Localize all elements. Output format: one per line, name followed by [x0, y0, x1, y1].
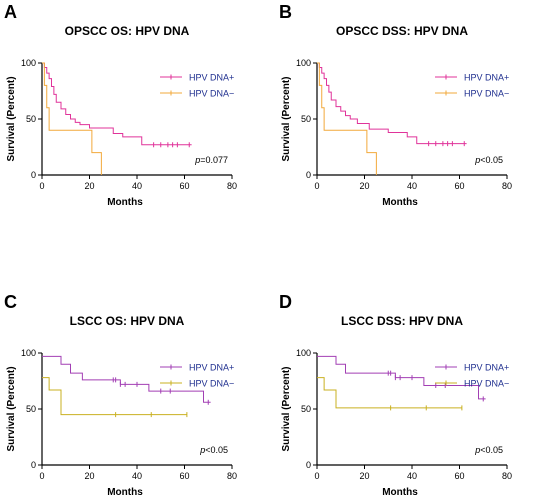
p-value-annotation: p<0.05: [474, 155, 503, 165]
panel-letter: B: [279, 2, 292, 22]
panel-b: B OPSCC DSS: HPV DNA 0 20 40 60 80 0 50 100 Months…: [279, 2, 512, 208]
x-tick-label: 60: [454, 471, 464, 481]
y-tick-label: 0: [306, 460, 311, 470]
series-hpv-positive: HPV DNA+: [42, 355, 234, 405]
y-tick-label: 100: [296, 348, 311, 358]
x-tick-label: 20: [359, 181, 369, 191]
y-tick-label: 100: [21, 348, 36, 358]
legend-label: HPV DNA−: [464, 89, 509, 99]
survival-curve: [42, 377, 187, 416]
x-tick-label: 40: [132, 181, 142, 191]
legend-label: HPV DNA+: [189, 73, 234, 83]
x-axis-label: Months: [382, 197, 418, 208]
panel-d: D LSCC DSS: HPV DNA 0 20 40 60 80 0 50 100 Months S…: [279, 292, 512, 498]
series-hpv-negative: HPV DNA−: [42, 377, 234, 418]
x-tick-label: 20: [84, 181, 94, 191]
x-tick-label: 80: [227, 181, 237, 191]
legend-label: HPV DNA+: [464, 363, 509, 373]
p-value-annotation: p<0.05: [199, 445, 228, 455]
legend-label: HPV DNA−: [189, 379, 234, 389]
series-hpv-positive: HPV DNA+: [317, 355, 509, 402]
survival-curve: [42, 62, 192, 146]
y-tick-label: 0: [31, 460, 36, 470]
panel-letter: A: [4, 2, 17, 22]
y-tick-label: 50: [26, 404, 36, 414]
series-hpv-positive: HPV DNA+: [317, 62, 509, 147]
panel-a: A OPSCC OS: HPV DNA 0 20 40 60 80 0 50 100 Months S…: [4, 2, 237, 208]
survival-curve: [317, 62, 467, 145]
y-tick-label: 0: [31, 170, 36, 180]
y-axis-label: Survival (Percent): [6, 366, 17, 451]
p-value-annotation: p=0.077: [194, 155, 228, 165]
x-tick-label: 60: [179, 471, 189, 481]
legend-label: HPV DNA−: [464, 379, 509, 389]
p-value-text: <0.05: [480, 155, 503, 165]
survival-curve: [317, 355, 486, 400]
y-axis-label: Survival (Percent): [281, 76, 292, 161]
series-hpv-negative: HPV DNA−: [317, 377, 509, 411]
survival-curve: [317, 377, 462, 409]
y-axis-label: Survival (Percent): [281, 366, 292, 451]
y-tick-label: 100: [21, 58, 36, 68]
x-tick-label: 40: [407, 181, 417, 191]
x-axis-label: Months: [107, 487, 143, 498]
x-tick-label: 20: [359, 471, 369, 481]
chart-title: LSCC OS: HPV DNA: [70, 314, 185, 328]
x-tick-label: 0: [314, 181, 319, 191]
legend-label: HPV DNA+: [189, 363, 234, 373]
x-tick-label: 60: [454, 181, 464, 191]
p-value-text: =0.077: [200, 155, 228, 165]
x-tick-label: 0: [314, 471, 319, 481]
y-tick-label: 50: [26, 114, 36, 124]
p-value-text: <0.05: [205, 445, 228, 455]
y-tick-label: 100: [296, 58, 311, 68]
series-hpv-negative: HPV DNA−: [42, 62, 234, 175]
y-tick-label: 0: [306, 170, 311, 180]
chart-title: OPSCC DSS: HPV DNA: [336, 24, 468, 38]
x-axis-label: Months: [107, 197, 143, 208]
x-tick-label: 80: [227, 471, 237, 481]
x-tick-label: 80: [502, 471, 512, 481]
y-tick-label: 50: [301, 404, 311, 414]
survival-curve: [42, 62, 102, 175]
p-value-prefix: p: [474, 445, 480, 455]
chart-title: LSCC DSS: HPV DNA: [341, 314, 463, 328]
x-tick-label: 80: [502, 181, 512, 191]
x-tick-label: 60: [179, 181, 189, 191]
p-value-prefix: p: [194, 155, 200, 165]
p-value-prefix: p: [474, 155, 480, 165]
legend-label: HPV DNA−: [189, 89, 234, 99]
x-tick-label: 0: [39, 471, 44, 481]
x-axis-label: Months: [382, 487, 418, 498]
survival-curve: [317, 62, 377, 175]
legend-label: HPV DNA+: [464, 73, 509, 83]
survival-curve: [42, 355, 211, 403]
p-value-prefix: p: [199, 445, 205, 455]
panel-c: C LSCC OS: HPV DNA 0 20 40 60 80 0 50 100 Months Su…: [4, 292, 237, 498]
chart-title: OPSCC OS: HPV DNA: [65, 24, 190, 38]
y-axis-label: Survival (Percent): [6, 76, 17, 161]
x-tick-label: 40: [132, 471, 142, 481]
x-tick-label: 0: [39, 181, 44, 191]
p-value-text: <0.05: [480, 445, 503, 455]
series-hpv-negative: HPV DNA−: [317, 62, 509, 175]
panel-letter: D: [279, 292, 292, 312]
x-tick-label: 40: [407, 471, 417, 481]
x-tick-label: 20: [84, 471, 94, 481]
y-tick-label: 50: [301, 114, 311, 124]
p-value-annotation: p<0.05: [474, 445, 503, 455]
series-hpv-positive: HPV DNA+: [42, 62, 234, 148]
panel-letter: C: [4, 292, 17, 312]
